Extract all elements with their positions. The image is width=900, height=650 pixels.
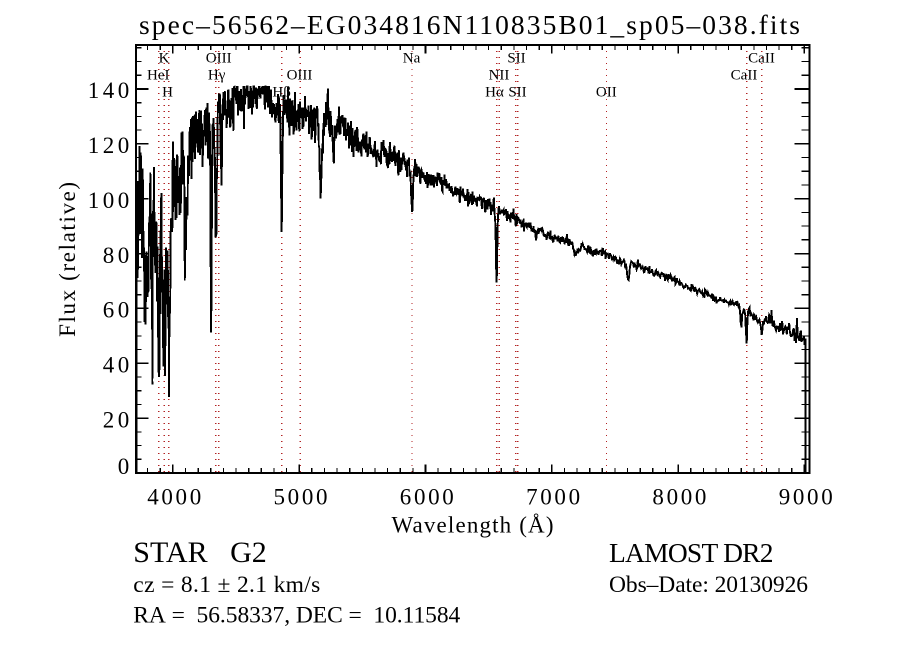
- svg-text:Hα: Hα: [485, 85, 504, 101]
- svg-text:OIII: OIII: [206, 51, 232, 67]
- svg-text:H: H: [162, 85, 173, 101]
- svg-text:Flux (relative): Flux (relative): [55, 182, 80, 337]
- svg-text:Wavelength (Å): Wavelength (Å): [392, 513, 554, 538]
- svg-text:CaII: CaII: [731, 68, 758, 84]
- svg-text:120: 120: [88, 133, 130, 158]
- svg-text:RA = 56.58337, DEC = 10.1158: RA = 56.58337, DEC = 10.11584: [133, 602, 460, 628]
- svg-text:SII: SII: [508, 85, 526, 101]
- svg-text:LAMOST DR2: LAMOST DR2: [609, 537, 774, 568]
- svg-text:STAR G2: STAR G2: [133, 536, 266, 569]
- svg-text:cz = 8.1 ± 2.1 km/s: cz = 8.1 ± 2.1 km/s: [133, 572, 320, 598]
- svg-text:Obs–Date: 20130926: Obs–Date: 20130926: [609, 572, 808, 598]
- svg-text:K: K: [159, 51, 170, 67]
- svg-text:100: 100: [88, 188, 130, 213]
- svg-text:HeI: HeI: [147, 68, 170, 84]
- svg-text:NII: NII: [489, 68, 510, 84]
- svg-text:SII: SII: [507, 51, 525, 67]
- svg-text:Hγ: Hγ: [208, 68, 226, 84]
- svg-text:OII: OII: [596, 85, 617, 101]
- svg-text:Hβ: Hβ: [272, 85, 290, 101]
- svg-text:spec–56562–EG034816N110835B01_: spec–56562–EG034816N110835B01_sp05–038.f…: [139, 9, 800, 40]
- svg-text:Na: Na: [403, 51, 421, 67]
- svg-text:140: 140: [88, 78, 130, 103]
- svg-text:OIII: OIII: [287, 68, 313, 84]
- svg-text:CaII: CaII: [748, 51, 775, 67]
- svg-text:0: 0: [118, 454, 130, 479]
